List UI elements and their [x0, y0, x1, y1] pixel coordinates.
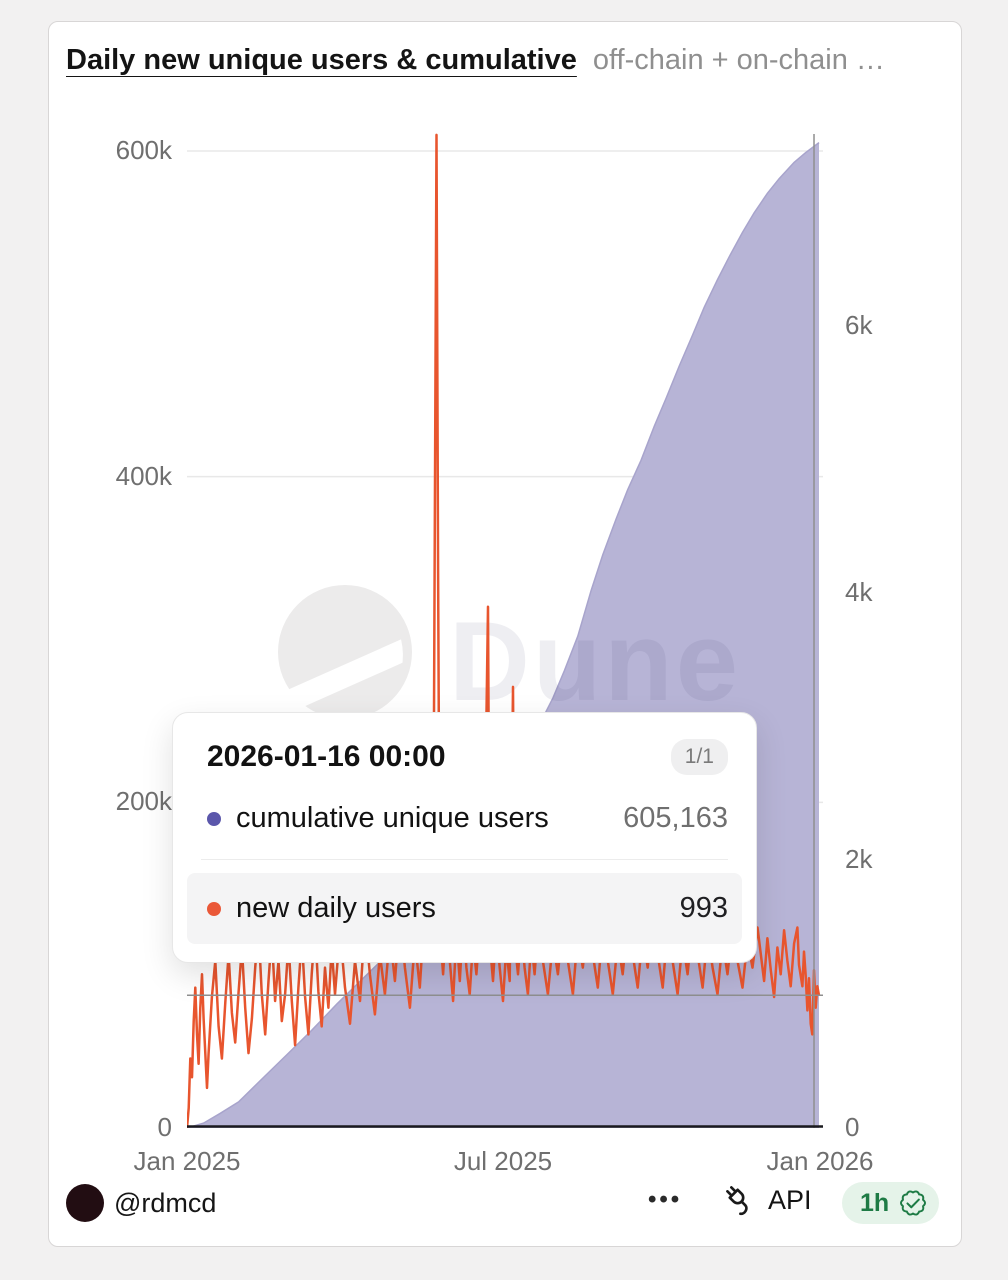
plug-icon	[726, 1186, 748, 1216]
tooltip-row-daily: new daily users 993	[187, 873, 742, 944]
tooltip-value-cumulative: 605,163	[623, 802, 728, 834]
tooltip-row-cumulative: cumulative unique users 605,163	[207, 802, 728, 835]
api-button[interactable]: API	[720, 1180, 812, 1220]
y-left-tick-0: 0	[157, 1112, 172, 1142]
tooltip-label-daily: new daily users	[236, 892, 436, 924]
hover-crosshair	[187, 134, 823, 1128]
y-left-tick-400k: 400k	[115, 461, 172, 491]
more-menu-button[interactable]: •••	[648, 1186, 683, 1213]
api-button-label: API	[768, 1184, 812, 1215]
freshness-label: 1h	[860, 1188, 890, 1217]
dune-watermark-text: Dune	[449, 599, 741, 724]
tooltip-date: 2026-01-16 00:00	[207, 740, 446, 773]
chart-tooltip: 2026-01-16 00:00 1/1 cumulative unique u…	[172, 712, 757, 963]
plot-area[interactable]: Dune	[187, 128, 823, 1128]
x-tick-jan-2025: Jan 2025	[133, 1146, 241, 1176]
author-handle-link[interactable]: @rdmcd	[114, 1188, 217, 1218]
y-left-tick-600k: 600k	[115, 135, 172, 165]
y-right-tick-6k: 6k	[845, 310, 873, 340]
chart-title-link[interactable]: Daily new unique users & cumulative	[66, 44, 577, 76]
tooltip-divider	[201, 859, 728, 860]
x-tick-jul-2025: Jul 2025	[453, 1146, 553, 1176]
freshness-badge[interactable]: 1h	[842, 1182, 940, 1224]
y-right-tick-4k: 4k	[845, 577, 873, 607]
y-right-tick-0: 0	[845, 1112, 860, 1142]
dune-watermark: Dune	[256, 585, 741, 724]
verified-seal-icon	[900, 1190, 927, 1216]
chart-subtitle: off-chain + on-chain …	[592, 44, 885, 76]
tooltip-page-badge: 1/1	[670, 739, 728, 775]
cumulative-series-dot-icon	[207, 811, 221, 826]
y-left-tick-200k: 200k	[115, 786, 172, 816]
tooltip-value-daily: 993	[679, 892, 728, 924]
daily-series-dot-icon	[207, 901, 221, 916]
y-right-tick-2k: 2k	[845, 844, 873, 874]
chart-header: Daily new unique users & cumulative off-c…	[66, 44, 946, 77]
tooltip-label-cumulative: cumulative unique users	[236, 802, 549, 834]
x-tick-jan-2026: Jan 2026	[766, 1146, 874, 1176]
author-avatar[interactable]	[66, 1184, 104, 1222]
